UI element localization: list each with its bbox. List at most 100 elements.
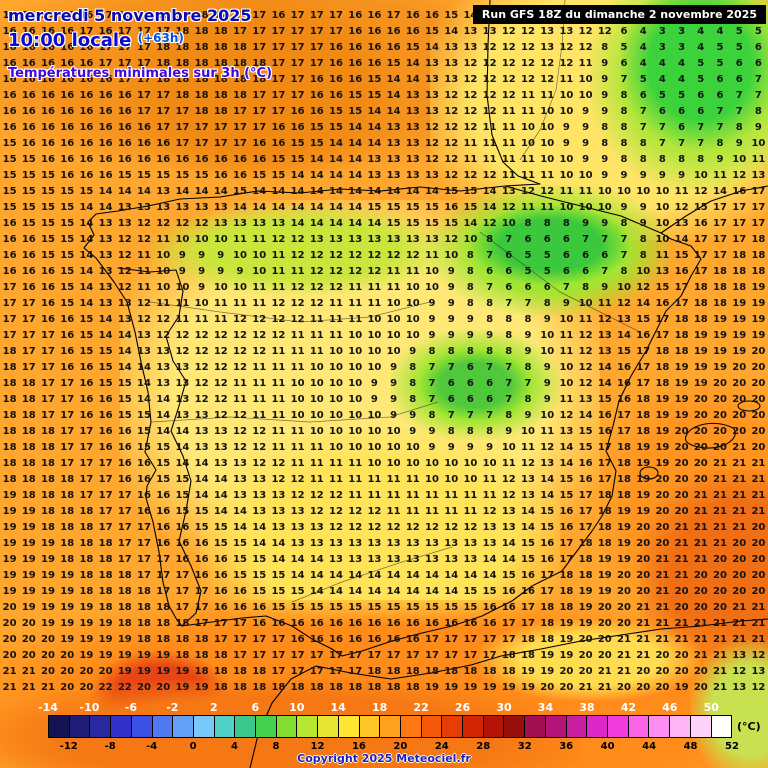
temp-value: 13 (425, 106, 439, 117)
temp-value: 17 (233, 122, 247, 133)
scale-tick-label: 18 (371, 701, 388, 714)
temp-value: 17 (309, 666, 324, 677)
temp-value: 16 (41, 314, 55, 325)
temp-value: 13 (501, 506, 516, 517)
temp-value: 10 (578, 298, 593, 309)
temp-value: 13 (156, 186, 171, 197)
temp-value: 11 (540, 170, 555, 181)
temp-value: 12 (521, 74, 535, 85)
temp-value: 18 (521, 634, 535, 645)
temp-value: 13 (463, 554, 478, 565)
temp-value: 17 (194, 138, 209, 149)
temp-value: 9 (390, 378, 398, 389)
temp-value: 6 (735, 58, 743, 69)
map-title: Températures minimales sur 3h (°C) (8, 66, 273, 81)
temp-value: 8 (409, 378, 417, 389)
temp-value: 9 (390, 410, 398, 421)
temp-value: 21 (713, 522, 727, 533)
temp-value: 13 (617, 314, 631, 325)
temp-value: 14 (482, 202, 497, 213)
temp-value: 11 (252, 362, 267, 373)
temp-value: 15 (137, 426, 151, 437)
temp-value: 12 (367, 522, 382, 533)
temp-value: 16 (117, 442, 132, 453)
temp-value: 11 (578, 58, 593, 69)
temp-value: 13 (540, 42, 555, 53)
temp-value: 17 (117, 490, 132, 501)
temp-value: 19 (463, 682, 478, 693)
temp-value: 13 (175, 202, 190, 213)
temp-value: 16 (386, 634, 401, 645)
temp-value: 7 (505, 362, 513, 373)
temp-value: 11 (137, 282, 151, 293)
temp-value: 12 (329, 506, 343, 517)
temp-value: 18 (597, 538, 612, 549)
temp-value: 11 (501, 122, 516, 133)
temp-value: 7 (486, 362, 494, 373)
scale-segment (151, 716, 173, 737)
temp-value: 16 (41, 90, 55, 101)
temp-value: 18 (137, 618, 151, 629)
temp-value: 20 (751, 570, 766, 581)
temp-value: 17 (290, 58, 305, 69)
temp-value: 18 (482, 666, 497, 677)
temp-value: 15 (425, 26, 439, 37)
temp-value: 11 (271, 266, 286, 277)
temp-value: 12 (482, 58, 497, 69)
temp-value: 18 (233, 682, 247, 693)
temp-value: 19 (21, 522, 36, 533)
temp-value: 12 (597, 314, 612, 325)
temp-value: 17 (578, 522, 593, 533)
temp-value: 17 (617, 410, 631, 421)
temp-value: 16 (271, 138, 286, 149)
temp-value: 17 (98, 490, 113, 501)
temp-value: 11 (348, 490, 363, 501)
temp-value: 20 (540, 682, 555, 693)
temp-value: 20 (2, 634, 17, 645)
temp-value: 7 (754, 74, 762, 85)
temp-value: 16 (98, 394, 113, 405)
temp-value: 15 (175, 170, 190, 181)
temp-value: 5 (735, 42, 743, 53)
temp-value: 12 (233, 314, 247, 325)
temp-value: 8 (620, 218, 628, 229)
temp-value: 8 (601, 122, 609, 133)
temp-value: 16 (137, 474, 151, 485)
temp-value: 18 (2, 378, 17, 389)
temp-value: 14 (444, 586, 459, 597)
color-scale-bar (48, 715, 732, 738)
temp-value: 13 (463, 538, 478, 549)
temp-value: 4 (658, 58, 666, 69)
temp-value: 10 (348, 426, 363, 437)
temp-value: 10 (636, 266, 651, 277)
temp-value: 19 (732, 314, 747, 325)
temp-value: 8 (466, 250, 474, 261)
temp-value: 21 (713, 650, 727, 661)
temp-value: 14 (386, 74, 401, 85)
temp-value: 12 (463, 58, 478, 69)
temp-value: 14 (425, 42, 439, 53)
temp-value: 15 (137, 410, 151, 421)
temp-value: 10 (655, 202, 670, 213)
temp-value: 16 (137, 490, 151, 501)
temp-value: 6 (678, 106, 686, 117)
temp-value: 9 (409, 346, 417, 357)
temp-value: 8 (486, 298, 494, 309)
temp-value: 16 (156, 538, 171, 549)
temp-value: 12 (329, 282, 343, 293)
temp-value: 20 (617, 602, 631, 613)
temp-value: 16 (41, 282, 55, 293)
temp-value: 14 (348, 202, 363, 213)
scale-top-labels: -14 -10 -6 -2 2 6 10 14 18 22 26 30 34 38 42 46 50 (38, 701, 732, 714)
temp-value: 15 (41, 234, 55, 245)
temp-value: 17 (693, 266, 708, 277)
temp-value: 17 (444, 650, 459, 661)
temp-value: 12 (233, 410, 247, 421)
temp-value: 7 (428, 378, 436, 389)
temp-value: 12 (540, 442, 555, 453)
temp-value: 15 (405, 602, 420, 613)
temp-value: 13 (386, 538, 401, 549)
temp-value: 13 (233, 218, 247, 229)
temp-value: 14 (444, 26, 459, 37)
temp-value: 12 (751, 682, 766, 693)
